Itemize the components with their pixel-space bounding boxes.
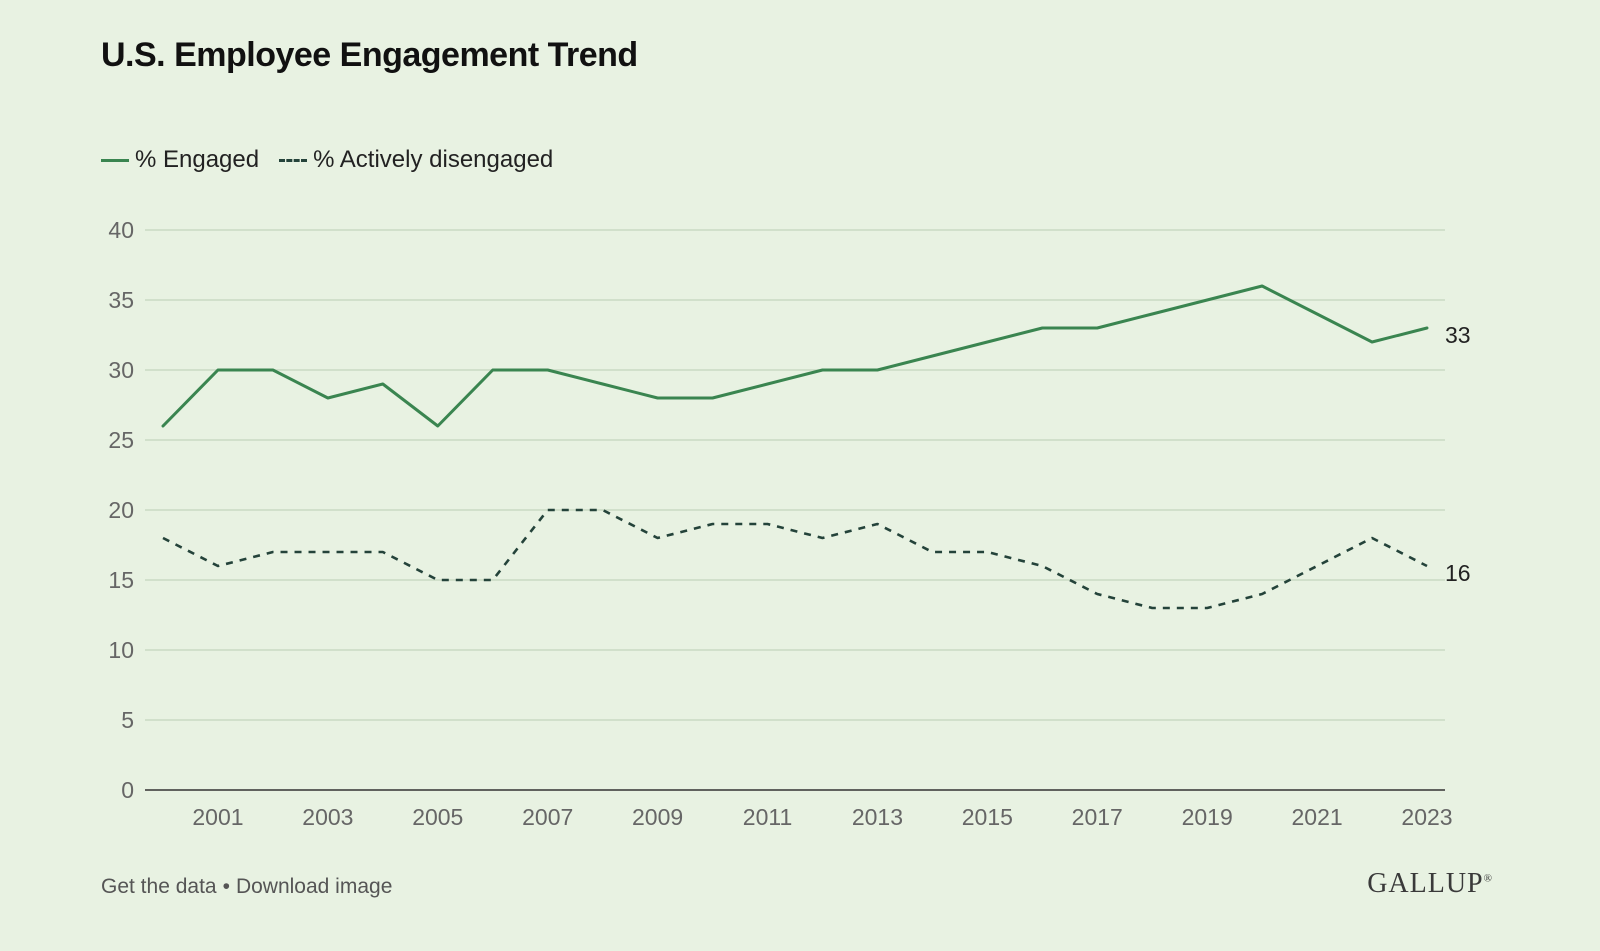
y-tick-label: 15 bbox=[108, 567, 134, 593]
y-tick-label: 30 bbox=[108, 357, 134, 383]
legend-item-engaged: % Engaged bbox=[101, 146, 259, 174]
legend-label-disengaged: % Actively disengaged bbox=[313, 146, 554, 173]
y-tick-label: 10 bbox=[108, 637, 134, 663]
series-line-engaged bbox=[161, 284, 1429, 428]
chart-legend: % Engaged % Actively disengaged bbox=[101, 146, 573, 174]
y-tick-label: 35 bbox=[108, 287, 134, 313]
get-data-link[interactable]: Get the data bbox=[101, 875, 217, 898]
end-label-disengaged: 16 bbox=[1445, 560, 1471, 586]
y-tick-label: 5 bbox=[121, 707, 134, 733]
legend-item-disengaged: % Actively disengaged bbox=[279, 146, 553, 174]
x-tick-label: 2011 bbox=[743, 804, 792, 830]
x-tick-label: 2023 bbox=[1401, 804, 1452, 830]
x-tick-label: 2017 bbox=[1072, 804, 1123, 830]
series-line-disengaged bbox=[162, 508, 1428, 610]
x-tick-label: 2001 bbox=[192, 804, 243, 830]
registered-mark: ® bbox=[1483, 872, 1493, 885]
gallup-logo: GALLUP® bbox=[1367, 868, 1493, 900]
footer-links: Get the data • Download image bbox=[101, 875, 392, 899]
end-label-engaged: 33 bbox=[1445, 322, 1471, 348]
x-tick-label: 2005 bbox=[412, 804, 463, 830]
x-tick-label: 2007 bbox=[522, 804, 573, 830]
y-tick-label: 0 bbox=[121, 777, 134, 803]
brand-name: GALLUP bbox=[1367, 868, 1484, 899]
x-tick-label: 2013 bbox=[852, 804, 903, 830]
x-tick-label: 2009 bbox=[632, 804, 683, 830]
footer-separator: • bbox=[222, 875, 230, 898]
y-tick-label: 20 bbox=[108, 497, 134, 523]
download-image-link[interactable]: Download image bbox=[235, 875, 393, 898]
x-tick-label: 2019 bbox=[1182, 804, 1233, 830]
x-tick-label: 2003 bbox=[302, 804, 353, 830]
legend-swatch-engaged bbox=[101, 158, 129, 162]
y-tick-label: 25 bbox=[108, 427, 134, 453]
x-tick-label: 2021 bbox=[1292, 804, 1343, 830]
chart-title: U.S. Employee Engagement Trend bbox=[101, 36, 638, 74]
legend-swatch-disengaged bbox=[279, 158, 308, 162]
y-tick-label: 40 bbox=[108, 217, 134, 243]
legend-label-engaged: % Engaged bbox=[135, 146, 260, 173]
x-tick-label: 2015 bbox=[962, 804, 1013, 830]
